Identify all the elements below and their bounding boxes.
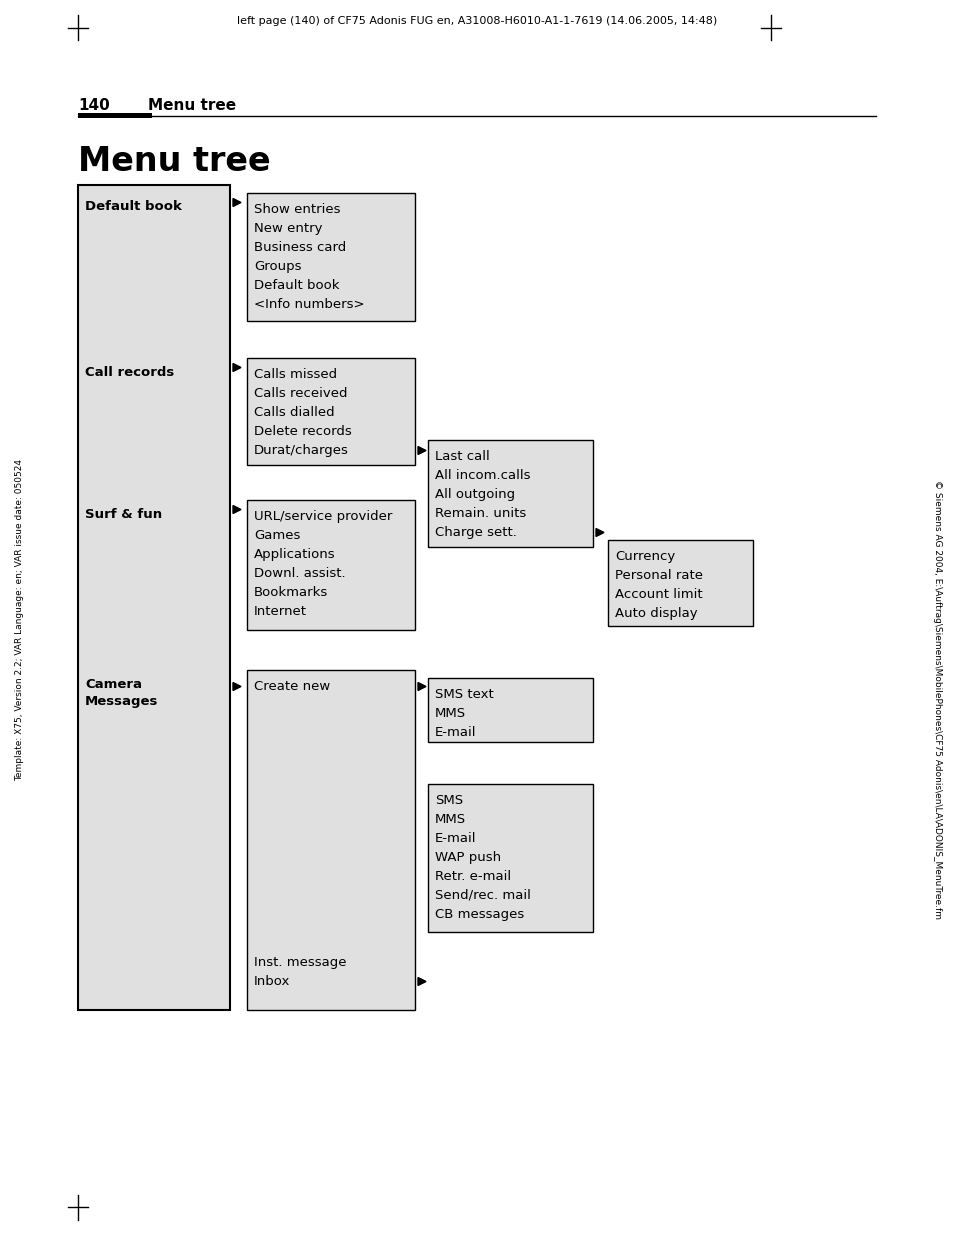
Bar [78,113,152,118]
Text: Auto display: Auto display [615,607,697,621]
Bar [607,540,752,625]
Polygon shape [417,683,426,690]
Text: Calls dialled: Calls dialled [253,406,335,419]
Bar [247,358,415,465]
Text: SMS: SMS [435,794,462,807]
Bar [247,500,415,630]
Polygon shape [417,446,426,455]
Text: Currency: Currency [615,549,675,563]
Text: Create new: Create new [253,680,330,693]
Bar [428,678,593,743]
Text: Menu tree: Menu tree [148,98,236,113]
Text: Business card: Business card [253,240,346,254]
Text: 140: 140 [78,98,110,113]
Text: E-mail: E-mail [435,832,476,845]
Bar [247,670,415,1011]
Text: E-mail: E-mail [435,726,476,739]
Text: Show entries: Show entries [253,203,340,216]
Text: Menu tree: Menu tree [78,145,271,178]
Text: WAP push: WAP push [435,851,500,863]
Polygon shape [233,506,241,513]
Text: Remain. units: Remain. units [435,507,526,520]
Text: Calls received: Calls received [253,388,347,400]
Text: URL/service provider: URL/service provider [253,510,392,523]
Polygon shape [233,198,241,207]
Text: Inst. message: Inst. message [253,956,346,969]
Text: Default book: Default book [85,201,182,213]
Polygon shape [233,364,241,371]
Text: Charge sett.: Charge sett. [435,526,517,540]
Text: © Siemens AG 2004, E:\Auftrag\Siemens\MobilePhones\CF75 Adonis\en\LA\ADONIS_Menu: © Siemens AG 2004, E:\Auftrag\Siemens\Mo… [933,481,942,920]
Text: Inbox: Inbox [253,976,290,988]
Bar [428,784,593,932]
Text: Last call: Last call [435,450,489,464]
Polygon shape [596,528,603,537]
Text: All incom.calls: All incom.calls [435,468,530,482]
Text: Surf & fun: Surf & fun [85,507,162,521]
Text: <Info numbers>: <Info numbers> [253,298,364,312]
Text: Account limit: Account limit [615,588,702,601]
Text: Template: X75, Version 2.2; VAR Language: en; VAR issue date: 050524: Template: X75, Version 2.2; VAR Language… [15,459,25,781]
Text: Delete records: Delete records [253,425,352,439]
Polygon shape [233,683,241,690]
Text: CB messages: CB messages [435,908,524,921]
Text: MMS: MMS [435,812,466,826]
Text: Durat/charges: Durat/charges [253,444,349,457]
Bar [428,440,593,547]
Text: SMS text: SMS text [435,688,494,701]
Text: Applications: Applications [253,548,335,561]
Bar [247,193,415,321]
Text: Camera: Camera [85,678,142,690]
Text: Internet: Internet [253,606,307,618]
Text: Downl. assist.: Downl. assist. [253,567,345,579]
Text: Calls missed: Calls missed [253,368,336,381]
Text: New entry: New entry [253,222,322,235]
Text: Send/rec. mail: Send/rec. mail [435,888,530,902]
Text: Messages: Messages [85,695,158,709]
Text: Retr. e-mail: Retr. e-mail [435,870,511,883]
Bar [78,184,230,1011]
Text: All outgoing: All outgoing [435,488,515,501]
Text: Default book: Default book [253,279,339,292]
Text: Personal rate: Personal rate [615,569,702,582]
Text: Bookmarks: Bookmarks [253,586,328,599]
Polygon shape [417,978,426,986]
Text: Groups: Groups [253,260,301,273]
Text: left page (140) of CF75 Adonis FUG en, A31008-H6010-A1-1-7619 (14.06.2005, 14:48: left page (140) of CF75 Adonis FUG en, A… [236,16,717,26]
Text: Games: Games [253,530,300,542]
Text: Call records: Call records [85,365,174,379]
Text: MMS: MMS [435,706,466,720]
